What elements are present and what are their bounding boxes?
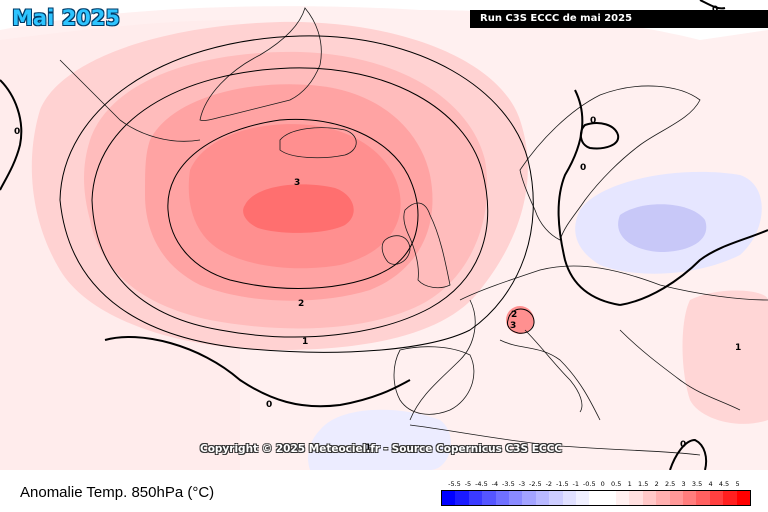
variable-label: Anomalie Temp. 850hPa (°C) bbox=[20, 484, 215, 501]
legend-tick-label: -5 bbox=[464, 480, 472, 488]
legend-swatch bbox=[642, 491, 657, 505]
legend-tick-label: -2 bbox=[545, 480, 553, 488]
legend-swatch bbox=[522, 491, 536, 505]
run-label: Run C3S ECCC de mai 2025 bbox=[470, 10, 768, 28]
map-title: Mai 2025 bbox=[12, 6, 121, 30]
anomaly-map: 0 3 2 1 0 0 0 0 0 2 3 1 1 bbox=[0, 0, 768, 470]
label-one: 1 bbox=[302, 337, 308, 347]
shade-warm-east bbox=[682, 290, 768, 424]
legend-tick-label: -4 bbox=[491, 480, 499, 488]
shade-cold-bottom bbox=[308, 409, 451, 470]
legend-tick-label: -3.5 bbox=[502, 480, 515, 488]
britain-outline bbox=[403, 202, 451, 289]
label-three: 3 bbox=[294, 178, 300, 188]
greenland-west-coast bbox=[59, 59, 201, 142]
legend-swatch bbox=[683, 491, 697, 505]
legend-tick-label: -1.5 bbox=[555, 480, 569, 488]
legend-tick-label: 2 bbox=[654, 480, 659, 488]
legend-tick-label: -5.5 bbox=[448, 480, 461, 488]
legend-tick-label: 5 bbox=[735, 480, 740, 488]
label-zero-bottom: 0 bbox=[680, 440, 686, 450]
shade-3 bbox=[243, 184, 354, 233]
footer: Anomalie Temp. 850hPa (°C) -5.5 -5 -4.5 -4-… bbox=[0, 470, 768, 512]
legend-swatch bbox=[696, 491, 710, 505]
contour-1 bbox=[59, 35, 534, 353]
shade-cold-central-inner bbox=[618, 204, 707, 252]
legend-swatch bbox=[602, 491, 617, 505]
contour-labels: 0 3 2 1 0 0 0 0 0 2 3 1 1 bbox=[14, 5, 741, 453]
contour-0-baltic bbox=[579, 122, 620, 150]
legend-tick-label: 3 bbox=[681, 480, 686, 488]
legend-swatch bbox=[669, 491, 684, 505]
contour-0-bottom bbox=[669, 438, 708, 470]
contours bbox=[0, 0, 768, 470]
legend-swatch bbox=[549, 491, 563, 505]
contour-3 bbox=[167, 118, 419, 289]
anomaly-shading bbox=[0, 6, 768, 470]
legend-tick-label: 1.5 bbox=[638, 480, 649, 488]
color-legend: -5.5 -5 -4.5 -4 -3.5 -3 -2.5 -2 -1.5 -1 -0.5 0 0.5 1 1… bbox=[441, 480, 751, 508]
italy-outline bbox=[524, 329, 583, 413]
land-outlines bbox=[59, 7, 768, 456]
label-zero-scandinavia: 0 bbox=[580, 163, 586, 173]
legend-swatch bbox=[616, 491, 630, 505]
legend-tick-label: -0.5 bbox=[582, 480, 596, 488]
iceland-outline bbox=[279, 127, 357, 159]
legend-bar bbox=[441, 490, 751, 506]
legend-tick-label: 4 bbox=[708, 480, 713, 488]
label-alps-three: 3 bbox=[510, 321, 516, 331]
legend-swatch bbox=[482, 491, 496, 505]
label-south-one: 1 bbox=[365, 443, 371, 453]
scandinavia-outline bbox=[519, 85, 701, 241]
legend-swatch bbox=[442, 491, 456, 505]
contour-alps bbox=[507, 308, 535, 334]
africa-outline bbox=[409, 424, 701, 456]
legend-swatch bbox=[709, 491, 724, 505]
label-zero-greenland: 0 bbox=[14, 127, 20, 137]
legend-swatch bbox=[468, 491, 483, 505]
label-alps-two: 2 bbox=[511, 310, 517, 320]
legend-swatch bbox=[535, 491, 550, 505]
legend-swatch bbox=[656, 491, 670, 505]
legend-tick-label: -4.5 bbox=[475, 480, 488, 488]
legend-swatch bbox=[455, 491, 469, 505]
contour-0-topright bbox=[699, 0, 726, 10]
legend-tick-label: 1 bbox=[627, 480, 632, 488]
copyright-text: Copyright © 2025 Meteociel.fr - Source C… bbox=[200, 443, 562, 455]
legend-ticks: -5.5 -5 -4.5 -4 -3.5 -3 -2.5 -2 -1.5 -1 -0.5 0 0.5 1 1… bbox=[441, 480, 751, 490]
label-zero-atlantic: 0 bbox=[266, 400, 272, 410]
legend-swatch bbox=[736, 491, 750, 505]
contour-0-east bbox=[619, 229, 768, 306]
legend-swatch bbox=[723, 491, 737, 505]
shade-alps bbox=[506, 306, 534, 334]
legend-tick-label: -3 bbox=[518, 480, 526, 488]
legend-tick-label: 0.5 bbox=[611, 480, 622, 488]
map-area: 0 3 2 1 0 0 0 0 0 2 3 1 1 Mai 2025 Run C… bbox=[0, 0, 768, 470]
ireland-outline bbox=[381, 235, 411, 265]
legend-tick-label: 3.5 bbox=[691, 480, 703, 488]
legend-swatch bbox=[575, 491, 590, 505]
legend-swatch bbox=[495, 491, 509, 505]
legend-swatch bbox=[562, 491, 576, 505]
legend-swatch bbox=[629, 491, 643, 505]
legend-swatch bbox=[508, 491, 523, 505]
label-east-one: 1 bbox=[735, 343, 741, 353]
legend-swatch bbox=[589, 491, 603, 505]
contour-0-greenland bbox=[0, 79, 23, 191]
legend-tick-label: 0 bbox=[600, 480, 605, 488]
europe-outline bbox=[409, 265, 768, 421]
legend-tick-label: 4.5 bbox=[718, 480, 730, 488]
legend-tick-label: 2.5 bbox=[664, 480, 676, 488]
label-zero-baltic: 0 bbox=[590, 116, 596, 126]
contour-0-atlantic bbox=[104, 336, 411, 408]
contour-2 bbox=[91, 67, 489, 338]
greenland-outline bbox=[199, 7, 322, 121]
legend-tick-label: -1 bbox=[572, 480, 580, 488]
label-two: 2 bbox=[298, 299, 304, 309]
legend-tick-label: -2.5 bbox=[529, 480, 542, 488]
